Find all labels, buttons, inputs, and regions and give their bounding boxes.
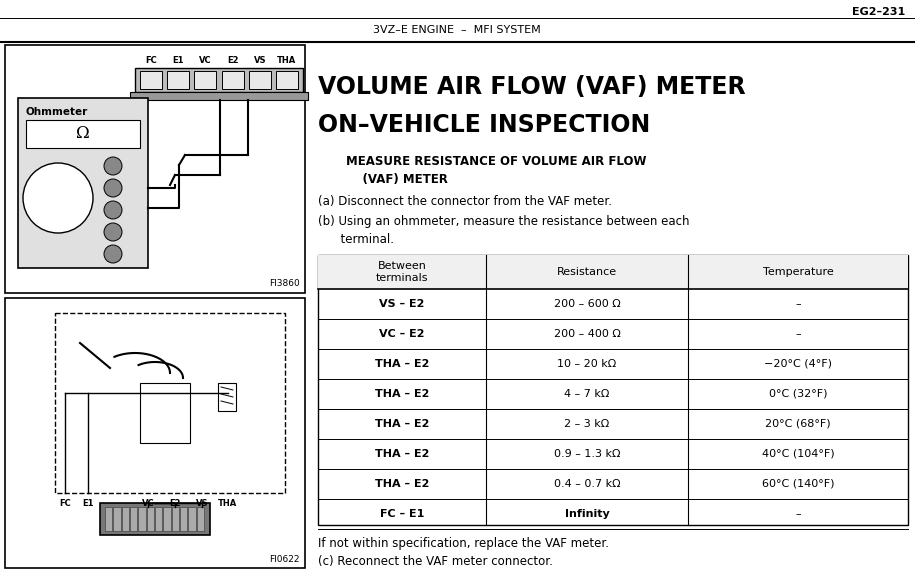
- Text: Resistance: Resistance: [557, 267, 617, 277]
- Text: THA – E2: THA – E2: [375, 389, 429, 399]
- Bar: [130, 92, 308, 100]
- Text: FC: FC: [59, 498, 70, 508]
- Circle shape: [104, 157, 122, 175]
- Text: –: –: [795, 509, 801, 519]
- Bar: [113, 507, 121, 531]
- Text: EG2–231: EG2–231: [852, 7, 905, 17]
- Bar: [197, 507, 204, 531]
- Circle shape: [104, 223, 122, 241]
- Bar: [172, 507, 179, 531]
- Bar: [194, 71, 217, 89]
- Text: 0.4 – 0.7 kΩ: 0.4 – 0.7 kΩ: [554, 479, 620, 489]
- Bar: [105, 507, 113, 531]
- Bar: [100, 503, 210, 535]
- Text: THA – E2: THA – E2: [375, 419, 429, 429]
- Bar: [218, 383, 236, 411]
- Text: 0°C (32°F): 0°C (32°F): [769, 389, 827, 399]
- Bar: [5, 298, 305, 568]
- Text: 200 – 400 Ω: 200 – 400 Ω: [554, 329, 620, 339]
- Text: FC: FC: [145, 56, 157, 65]
- Text: THA: THA: [277, 56, 296, 65]
- Text: Between
terminals: Between terminals: [376, 261, 428, 283]
- Text: If not within specification, replace the VAF meter.: If not within specification, replace the…: [318, 537, 609, 550]
- Text: Ohmmeter: Ohmmeter: [26, 107, 88, 117]
- Text: (b) Using an ohmmeter, measure the resistance between each
      terminal.: (b) Using an ohmmeter, measure the resis…: [318, 215, 690, 246]
- Bar: [140, 71, 162, 89]
- Text: THA – E2: THA – E2: [375, 449, 429, 459]
- Text: FI3860: FI3860: [269, 279, 300, 288]
- Text: VS: VS: [196, 498, 209, 508]
- Text: 10 – 20 kΩ: 10 – 20 kΩ: [557, 359, 617, 369]
- Text: Infinity: Infinity: [565, 509, 609, 519]
- Bar: [318, 255, 908, 525]
- Bar: [130, 507, 137, 531]
- Bar: [138, 507, 145, 531]
- Text: ON–VEHICLE INSPECTION: ON–VEHICLE INSPECTION: [318, 113, 651, 137]
- Bar: [275, 71, 298, 89]
- Text: VS – E2: VS – E2: [380, 299, 425, 309]
- Bar: [5, 45, 305, 293]
- Text: E1: E1: [173, 56, 184, 65]
- Bar: [188, 507, 196, 531]
- Circle shape: [104, 245, 122, 263]
- Bar: [249, 71, 271, 89]
- Bar: [26, 120, 140, 148]
- Text: THA – E2: THA – E2: [375, 479, 429, 489]
- Text: −20°C (4°F): −20°C (4°F): [764, 359, 832, 369]
- Text: MEASURE RESISTANCE OF VOLUME AIR FLOW
    (VAF) METER: MEASURE RESISTANCE OF VOLUME AIR FLOW (V…: [346, 155, 647, 186]
- Text: FI0622: FI0622: [270, 555, 300, 564]
- Text: E1: E1: [82, 498, 93, 508]
- Text: E2: E2: [169, 498, 181, 508]
- Text: Ω: Ω: [76, 125, 90, 143]
- Circle shape: [104, 179, 122, 197]
- Text: 3VZ–E ENGINE  –  MFI SYSTEM: 3VZ–E ENGINE – MFI SYSTEM: [373, 25, 541, 35]
- Text: 200 – 600 Ω: 200 – 600 Ω: [554, 299, 620, 309]
- Bar: [135, 68, 303, 92]
- Text: –: –: [795, 329, 801, 339]
- Text: –: –: [795, 299, 801, 309]
- Text: VOLUME AIR FLOW (VAF) METER: VOLUME AIR FLOW (VAF) METER: [318, 75, 746, 99]
- Circle shape: [23, 163, 93, 233]
- Bar: [146, 507, 154, 531]
- Bar: [155, 507, 162, 531]
- Bar: [55, 313, 285, 493]
- Text: 0.9 – 1.3 kΩ: 0.9 – 1.3 kΩ: [554, 449, 620, 459]
- Bar: [122, 507, 129, 531]
- Bar: [18, 98, 148, 268]
- Text: VS: VS: [253, 56, 266, 65]
- Text: (c) Reconnect the VAF meter connector.: (c) Reconnect the VAF meter connector.: [318, 555, 553, 568]
- Text: Temperature: Temperature: [762, 267, 834, 277]
- Text: 2 – 3 kΩ: 2 – 3 kΩ: [565, 419, 609, 429]
- Bar: [318, 255, 908, 289]
- Text: 4 – 7 kΩ: 4 – 7 kΩ: [565, 389, 609, 399]
- Text: 20°C (68°F): 20°C (68°F): [765, 419, 831, 429]
- Bar: [164, 507, 171, 531]
- Text: 40°C (104°F): 40°C (104°F): [761, 449, 834, 459]
- Bar: [180, 507, 188, 531]
- Text: THA – E2: THA – E2: [375, 359, 429, 369]
- Bar: [140, 383, 190, 443]
- Text: VC – E2: VC – E2: [379, 329, 425, 339]
- Text: E2: E2: [227, 56, 238, 65]
- Text: THA: THA: [219, 498, 238, 508]
- Text: VC: VC: [199, 56, 211, 65]
- Text: 60°C (140°F): 60°C (140°F): [762, 479, 834, 489]
- Text: FC – E1: FC – E1: [380, 509, 425, 519]
- Circle shape: [104, 201, 122, 219]
- Text: (a) Disconnect the connector from the VAF meter.: (a) Disconnect the connector from the VA…: [318, 195, 612, 208]
- Bar: [221, 71, 243, 89]
- Bar: [167, 71, 189, 89]
- Text: VC: VC: [142, 498, 155, 508]
